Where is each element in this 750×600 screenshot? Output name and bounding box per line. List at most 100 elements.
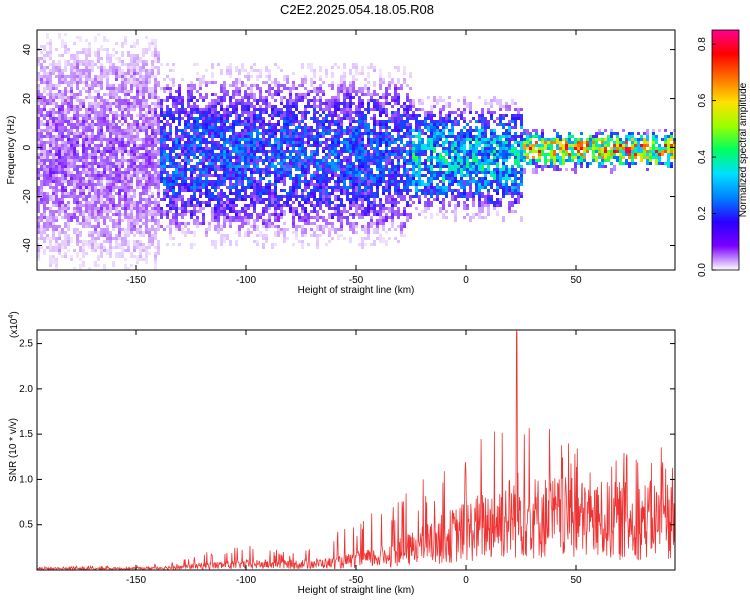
spectrogram-cell bbox=[145, 174, 148, 177]
spectrogram-cell bbox=[52, 219, 55, 225]
spectrogram-cell bbox=[364, 162, 367, 168]
spectrogram-cell bbox=[376, 123, 379, 126]
spectrogram-cell bbox=[148, 162, 151, 168]
spectrogram-cell bbox=[280, 198, 283, 201]
spectrogram-cell bbox=[193, 183, 196, 189]
spectrogram-cell bbox=[370, 162, 373, 165]
spectrogram-cell bbox=[334, 168, 337, 171]
spectrogram-cell bbox=[343, 207, 346, 213]
spectrogram-cell bbox=[232, 138, 235, 141]
spectrogram-cell bbox=[109, 111, 112, 114]
spectrogram-cell bbox=[403, 225, 406, 228]
spectrogram-cell bbox=[130, 138, 133, 141]
spectrogram-cell bbox=[400, 114, 403, 117]
spectrogram-cell bbox=[346, 114, 349, 117]
spectrogram-cell bbox=[316, 234, 319, 237]
spectrogram-cell bbox=[253, 93, 256, 99]
spectrogram-cell bbox=[79, 105, 82, 108]
spectrogram-cell bbox=[79, 78, 82, 84]
spectrogram-cell bbox=[109, 162, 112, 165]
spectrogram-cell bbox=[253, 153, 256, 156]
spectrogram-cell bbox=[130, 66, 133, 69]
spectrogram-cell bbox=[244, 174, 247, 177]
spectrogram-cell bbox=[148, 144, 151, 147]
spectrogram-cell bbox=[121, 237, 124, 240]
spectrogram-cell bbox=[406, 135, 409, 138]
spectrogram-cell bbox=[127, 249, 130, 252]
spectrogram-cell bbox=[88, 78, 91, 81]
spectrogram-cell bbox=[385, 174, 388, 177]
spectrogram-cell bbox=[259, 183, 262, 186]
spectrogram-cell bbox=[127, 228, 130, 231]
spectrogram-cell bbox=[292, 156, 295, 159]
spectrogram-cell bbox=[157, 138, 160, 141]
spectrogram-cell bbox=[418, 99, 421, 102]
spectrogram-cell bbox=[76, 174, 79, 180]
spectrogram-cell bbox=[274, 63, 277, 66]
spectrogram-cell bbox=[370, 216, 373, 219]
spectrogram-cell bbox=[160, 213, 163, 219]
spectrogram-cell bbox=[157, 240, 160, 246]
spectrogram-cell bbox=[418, 189, 421, 192]
spectrogram-cell bbox=[409, 72, 412, 75]
spectrogram-cell bbox=[79, 246, 82, 252]
spectrogram-cell bbox=[292, 117, 295, 123]
spectrogram-cell bbox=[256, 216, 259, 219]
spectrogram-cell bbox=[355, 93, 358, 96]
spectrogram-cell bbox=[151, 177, 154, 183]
spectrogram-cell bbox=[283, 111, 286, 117]
spectrogram-cell bbox=[211, 174, 214, 177]
spectrogram-cell bbox=[181, 186, 184, 192]
spectrogram-cell bbox=[310, 201, 313, 204]
spectrogram-cell bbox=[58, 231, 61, 237]
spectrogram-cell bbox=[61, 195, 64, 198]
spectrogram-cell bbox=[301, 135, 304, 138]
spectrogram-cell bbox=[244, 105, 247, 108]
spectrogram-cell bbox=[217, 192, 220, 195]
spectrogram-cell bbox=[244, 102, 247, 105]
spectrogram-cell bbox=[190, 204, 193, 207]
spectrogram-cell bbox=[388, 162, 391, 165]
spectrogram-cell bbox=[334, 150, 337, 153]
spectrogram-cell bbox=[124, 216, 127, 219]
spectrogram-cell bbox=[274, 243, 277, 246]
spectrogram-cell bbox=[49, 75, 52, 78]
spectrogram-cell bbox=[322, 102, 325, 105]
spectrogram-cell bbox=[337, 165, 340, 168]
spectrogram-cell bbox=[157, 225, 160, 231]
spectrogram-cell bbox=[241, 165, 244, 168]
spectrogram-cell bbox=[139, 72, 142, 75]
spectrogram-cell bbox=[244, 231, 247, 234]
spectrogram-cell bbox=[133, 102, 136, 105]
spectrogram-cell bbox=[70, 57, 73, 60]
spectrogram-cell bbox=[139, 126, 142, 129]
spectrogram-cell bbox=[247, 75, 250, 78]
spectrogram-cell bbox=[226, 129, 229, 132]
spectrogram-cell bbox=[73, 249, 76, 252]
spectrogram-cell bbox=[43, 99, 46, 102]
spectrogram-cell bbox=[406, 120, 409, 123]
spectrogram-cell bbox=[55, 264, 58, 270]
spectrogram-cell bbox=[313, 144, 316, 147]
spectrogram-cell bbox=[349, 186, 352, 189]
spectrogram-cell bbox=[157, 165, 160, 168]
spectrogram-cell bbox=[124, 72, 127, 75]
spectrogram-cell bbox=[106, 114, 109, 117]
spectrogram-cell bbox=[247, 93, 250, 96]
spectrogram-cell bbox=[118, 105, 121, 108]
spectrogram-cell bbox=[250, 111, 253, 117]
spectrogram-cell bbox=[253, 201, 256, 207]
spectrogram-cell bbox=[193, 189, 196, 192]
spectrogram-cell bbox=[73, 123, 76, 126]
spectrogram-cell bbox=[307, 201, 310, 204]
spectrogram-cell bbox=[151, 207, 154, 210]
spectrogram-cell bbox=[361, 198, 364, 204]
spectrogram-cell bbox=[37, 129, 40, 132]
spectrogram-cell bbox=[214, 198, 217, 201]
spectrogram-cell bbox=[340, 117, 343, 123]
spectrogram-cell bbox=[127, 69, 130, 75]
spectrogram-cell bbox=[304, 201, 307, 204]
spectrogram-cell bbox=[88, 189, 91, 192]
spectrogram-cell bbox=[154, 117, 157, 120]
spectrogram-cell bbox=[124, 108, 127, 111]
